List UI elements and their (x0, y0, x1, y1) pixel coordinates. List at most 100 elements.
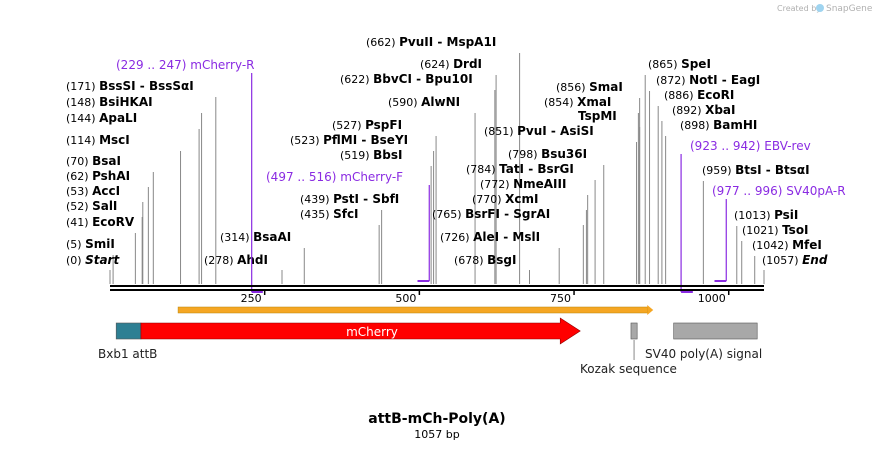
orf-bar[interactable] (177, 306, 648, 314)
feature-mcherry[interactable] (140, 317, 581, 345)
site-position: (523) (290, 134, 323, 147)
site-label-mfei[interactable]: (1042) MfeI (752, 238, 822, 252)
snapgene-credit: Created by SnapGene (777, 4, 873, 14)
site-name: BsgI (487, 253, 516, 267)
primer-label-sv40pa-r[interactable]: (977 .. 996) SV40pA-R (712, 184, 846, 198)
site-label-psti-sbfi[interactable]: (439) PstI - SbfI (300, 192, 399, 206)
site-label-pvuii-mspa1i[interactable]: (662) PvuII - MspA1I (366, 35, 496, 49)
site-label-xcmi[interactable]: (770) XcmI (472, 192, 538, 206)
site-label-start[interactable]: (0) Start (66, 253, 120, 267)
site-name: MfeI (792, 238, 822, 252)
site-label-psii[interactable]: (1013) PsiI (734, 208, 798, 222)
site-name: NmeAIII (513, 177, 566, 191)
site-position: (1042) (752, 239, 792, 252)
site-label-alei-msli[interactable]: (726) AleI - MslI (440, 230, 540, 244)
site-position: (851) (484, 125, 517, 138)
site-label-bsssi-bsss-i[interactable]: (171) BssSI - BssSαI (66, 79, 194, 93)
site-label-tati-bsrgi[interactable]: (784) TatI - BsrGI (466, 162, 574, 176)
site-label-smai[interactable]: (856) SmaI (556, 80, 623, 94)
site-label-tspmi[interactable]: TspMI (578, 109, 617, 123)
site-name: XmaI (577, 95, 611, 109)
site-label-apali[interactable]: (144) ApaLI (66, 111, 137, 125)
site-name: Start (85, 253, 120, 267)
site-label-bsgi[interactable]: (678) BsgI (454, 253, 516, 267)
site-label-alwni[interactable]: (590) AlwNI (388, 95, 460, 109)
site-position: (527) (332, 119, 365, 132)
site-label-bsai[interactable]: (70) BsaI (66, 154, 121, 168)
primer-label-ebv-rev[interactable]: (923 .. 942) EBV-rev (690, 139, 811, 153)
feature-bxb1-attb[interactable] (115, 322, 142, 340)
site-label-bbsi[interactable]: (519) BbsI (340, 148, 402, 162)
feature-sv40-poly-a-signal[interactable] (673, 322, 758, 340)
site-name: ApaLI (99, 111, 137, 125)
site-label-nmeaiii[interactable]: (772) NmeAIII (480, 177, 566, 191)
site-label-tsoi[interactable]: (1021) TsoI (742, 223, 809, 237)
site-label-pspfi[interactable]: (527) PspFI (332, 118, 402, 132)
site-label-ahdi[interactable]: (278) AhdI (204, 253, 268, 267)
site-label-ecorv[interactable]: (41) EcoRV (66, 215, 135, 229)
primer-name: SV40pA-R (786, 184, 845, 198)
site-name: BtsI - BtsαI (735, 163, 810, 177)
site-label-noti-eagi[interactable]: (872) NotI - EagI (656, 73, 760, 87)
feature-kozak-sequence[interactable] (630, 322, 638, 340)
site-label-sali[interactable]: (52) SalI (66, 199, 117, 213)
site-label-pvui-asisi[interactable]: (851) PvuI - AsiSI (484, 124, 594, 138)
brand-text: SnapGene (826, 4, 873, 14)
site-position: (770) (472, 193, 505, 206)
site-position: (959) (702, 164, 735, 177)
site-name: PflMI - BseYI (323, 133, 408, 147)
site-name: BssSI - BssSαI (99, 79, 194, 93)
site-label-smii[interactable]: (5) SmiI (66, 237, 115, 251)
site-label-pflmi-bseyi[interactable]: (523) PflMI - BseYI (290, 133, 408, 147)
site-position: (0) (66, 254, 85, 267)
site-position: (52) (66, 200, 92, 213)
site-label-drdi[interactable]: (624) DrdI (420, 57, 482, 71)
site-label-sfci[interactable]: (435) SfcI (300, 207, 359, 221)
site-name: XbaI (705, 103, 735, 117)
site-label-xbai[interactable]: (892) XbaI (672, 103, 735, 117)
site-name: PshAI (92, 169, 130, 183)
site-name: AlwNI (421, 95, 460, 109)
site-position: (519) (340, 149, 373, 162)
site-name: TatI - BsrGI (499, 162, 574, 176)
credit-text: Created by (777, 4, 821, 13)
site-position: (856) (556, 81, 589, 94)
site-label-bsaai[interactable]: (314) BsaAI (220, 230, 291, 244)
site-position: (798) (508, 148, 541, 161)
site-name: BbsI (373, 148, 402, 162)
site-label-pshai[interactable]: (62) PshAI (66, 169, 130, 183)
orf-arrowhead-icon (647, 305, 654, 315)
site-name: AhdI (237, 253, 268, 267)
site-label-acci[interactable]: (53) AccI (66, 184, 120, 198)
site-label-xmai[interactable]: (854) XmaI (544, 95, 611, 109)
site-label-btsi-bts-i[interactable]: (959) BtsI - BtsαI (702, 163, 810, 177)
feature-label-kozak-sequence: Kozak sequence (580, 362, 677, 376)
site-position: (5) (66, 238, 85, 251)
site-label-spei[interactable]: (865) SpeI (648, 57, 711, 71)
site-position: (726) (440, 231, 473, 244)
site-name: TsoI (782, 223, 808, 237)
site-label-bamhi[interactable]: (898) BamHI (680, 118, 757, 132)
site-label-msci[interactable]: (114) MscI (66, 133, 130, 147)
site-position: (439) (300, 193, 333, 206)
primer-name: mCherry-F (340, 170, 403, 184)
site-name: BbvCI - Bpu10I (373, 72, 473, 86)
primer-range: (923 .. 942) (690, 139, 764, 153)
scale-label-250: 250 (241, 292, 262, 305)
site-label-bsrfi-sgrai[interactable]: (765) BsrFI - SgrAI (432, 207, 550, 221)
site-label-bsihkai[interactable]: (148) BsiHKAI (66, 95, 153, 109)
site-label-end[interactable]: (1057) End (762, 253, 828, 267)
site-position: (892) (672, 104, 705, 117)
site-position: (865) (648, 58, 681, 71)
primer-label-mcherry-r[interactable]: (229 .. 247) mCherry-R (116, 58, 255, 72)
primer-range: (977 .. 996) (712, 184, 786, 198)
site-position: (854) (544, 96, 577, 109)
site-name: SfcI (333, 207, 358, 221)
primer-label-mcherry-f[interactable]: (497 .. 516) mCherry-F (266, 170, 403, 184)
site-name: NotI - EagI (689, 73, 760, 87)
site-label-bbvci-bpu10i[interactable]: (622) BbvCI - Bpu10I (340, 72, 473, 86)
site-label-ecori[interactable]: (886) EcoRI (664, 88, 734, 102)
site-label-bsu36i[interactable]: (798) Bsu36I (508, 147, 587, 161)
site-name: PspFI (365, 118, 402, 132)
